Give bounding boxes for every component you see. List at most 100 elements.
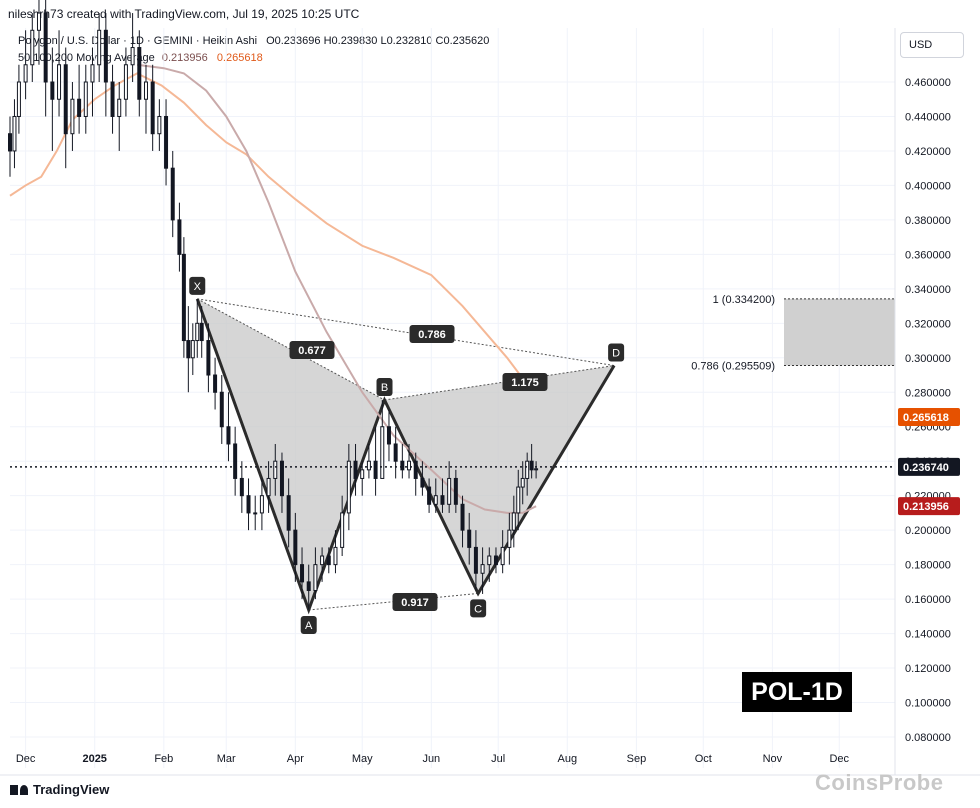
candle-body	[516, 486, 521, 514]
candle-body	[43, 12, 48, 83]
y-tick-label: 0.100000	[905, 698, 951, 710]
candle-body	[460, 503, 465, 531]
point-label-A: A	[305, 620, 313, 632]
price-label-current-bg	[898, 457, 960, 476]
candle-body	[83, 81, 88, 117]
candle-body	[453, 477, 458, 505]
candle-body	[440, 495, 445, 505]
candle-body	[190, 340, 195, 359]
y-tick-label: 0.460000	[905, 77, 951, 89]
ratio-label: 0.677	[298, 345, 326, 357]
ratio-line-bd	[384, 365, 615, 401]
tradingview-logo[interactable]: TradingView	[10, 782, 109, 797]
candle-body	[150, 81, 155, 135]
ratio-label: 0.917	[401, 597, 429, 609]
candle-body	[487, 555, 492, 566]
x-tick-label: Apr	[287, 753, 304, 765]
candle-body	[36, 12, 41, 31]
y-tick-label: 0.360000	[905, 249, 951, 261]
x-tick-label: Aug	[558, 753, 578, 765]
candle-body	[525, 460, 530, 479]
candle-body	[186, 340, 191, 359]
ticker-badge: POL-1D	[742, 672, 852, 712]
y-tick-label: 0.380000	[905, 215, 951, 227]
candle-body	[326, 555, 331, 566]
x-tick-label: May	[352, 753, 373, 765]
candle-body	[157, 115, 162, 135]
pattern-labels: X A B C D 0.677 0.786 1.175 0.917	[10, 276, 895, 634]
candle-body	[16, 81, 21, 117]
candle-body	[253, 512, 258, 515]
candle-body	[293, 529, 298, 566]
candle-body	[480, 564, 485, 574]
y-tick-label: 0.080000	[905, 732, 951, 744]
candle-body	[279, 460, 284, 497]
ma-value-2: 0.265618	[216, 52, 263, 64]
candle-body	[97, 29, 102, 66]
candle-body	[380, 426, 385, 479]
candle-body	[529, 460, 534, 471]
y-tick-label: 0.300000	[905, 353, 951, 365]
candle-body	[366, 460, 371, 471]
point-X-bg	[189, 276, 206, 295]
candle-body	[447, 477, 452, 505]
price-label-ma-50-bg	[898, 497, 960, 516]
candle-body	[246, 495, 251, 514]
pattern-legs	[195, 298, 616, 615]
candle-body	[206, 340, 211, 376]
fib-zone: 1 (0.334200) 0.786 (0.295509)	[691, 294, 895, 373]
candle-body	[300, 564, 305, 583]
tradingview-mark-icon	[10, 784, 28, 795]
candle-body	[77, 98, 82, 117]
candle-body	[143, 81, 148, 100]
point-D-bg	[608, 343, 625, 362]
candle-body	[433, 495, 438, 505]
candle-body	[386, 426, 391, 445]
ma-value-1: 0.213956	[161, 52, 208, 64]
symbol-title: Polygon / U.S. Dollar · 1D · GEMINI · He…	[18, 35, 258, 47]
candle-body	[12, 115, 17, 152]
candle-body	[473, 546, 478, 574]
point-A-bg	[300, 615, 317, 634]
currency-select[interactable]: USD	[900, 32, 964, 58]
watermark: CoinsProbe	[815, 770, 944, 795]
point-label-X: X	[194, 281, 202, 293]
candle-body	[400, 460, 405, 471]
candle-body	[320, 555, 325, 566]
candles	[8, 0, 539, 610]
y-tick-label: 0.160000	[905, 594, 951, 606]
x-tick-label: 2025	[82, 753, 106, 765]
ma-100-line	[136, 63, 537, 514]
price-label-current: 0.236740	[903, 462, 949, 474]
candle-body	[313, 564, 318, 591]
candle-body	[520, 477, 525, 488]
fib-zone-box	[784, 298, 895, 366]
candle-body	[57, 64, 62, 100]
axes[interactable]: 0.460000 0.440000 0.420000 0.400000 0.380000…	[0, 28, 980, 776]
y-tick-label: 0.340000	[905, 284, 951, 296]
x-tick-label: Oct	[695, 753, 712, 765]
pattern-triangle-xab	[197, 298, 385, 610]
candle-body	[306, 581, 311, 591]
candle-body	[233, 443, 238, 479]
candle-body	[181, 253, 186, 342]
ratio-label-bg	[392, 593, 438, 611]
x-tick-label: Jun	[422, 753, 440, 765]
y-tick-label: 0.420000	[905, 146, 951, 158]
candle-body	[407, 460, 412, 471]
candle-body	[286, 495, 291, 531]
ratio-label: 0.786	[418, 329, 446, 341]
x-tick-label: Sep	[627, 753, 647, 765]
candle-body	[195, 322, 200, 342]
y-tick-label: 0.120000	[905, 663, 951, 675]
candle-body	[493, 555, 498, 566]
point-label-D: D	[612, 348, 620, 360]
candle-body	[8, 133, 12, 152]
candle-body	[213, 374, 218, 393]
candle-body	[117, 98, 122, 117]
x-tick-label: Dec	[829, 753, 849, 765]
ohlc-values: O0.233696 H0.239830 L0.232810 C0.235620	[266, 35, 490, 47]
candle-body	[534, 468, 539, 471]
point-label-C: C	[474, 603, 482, 615]
